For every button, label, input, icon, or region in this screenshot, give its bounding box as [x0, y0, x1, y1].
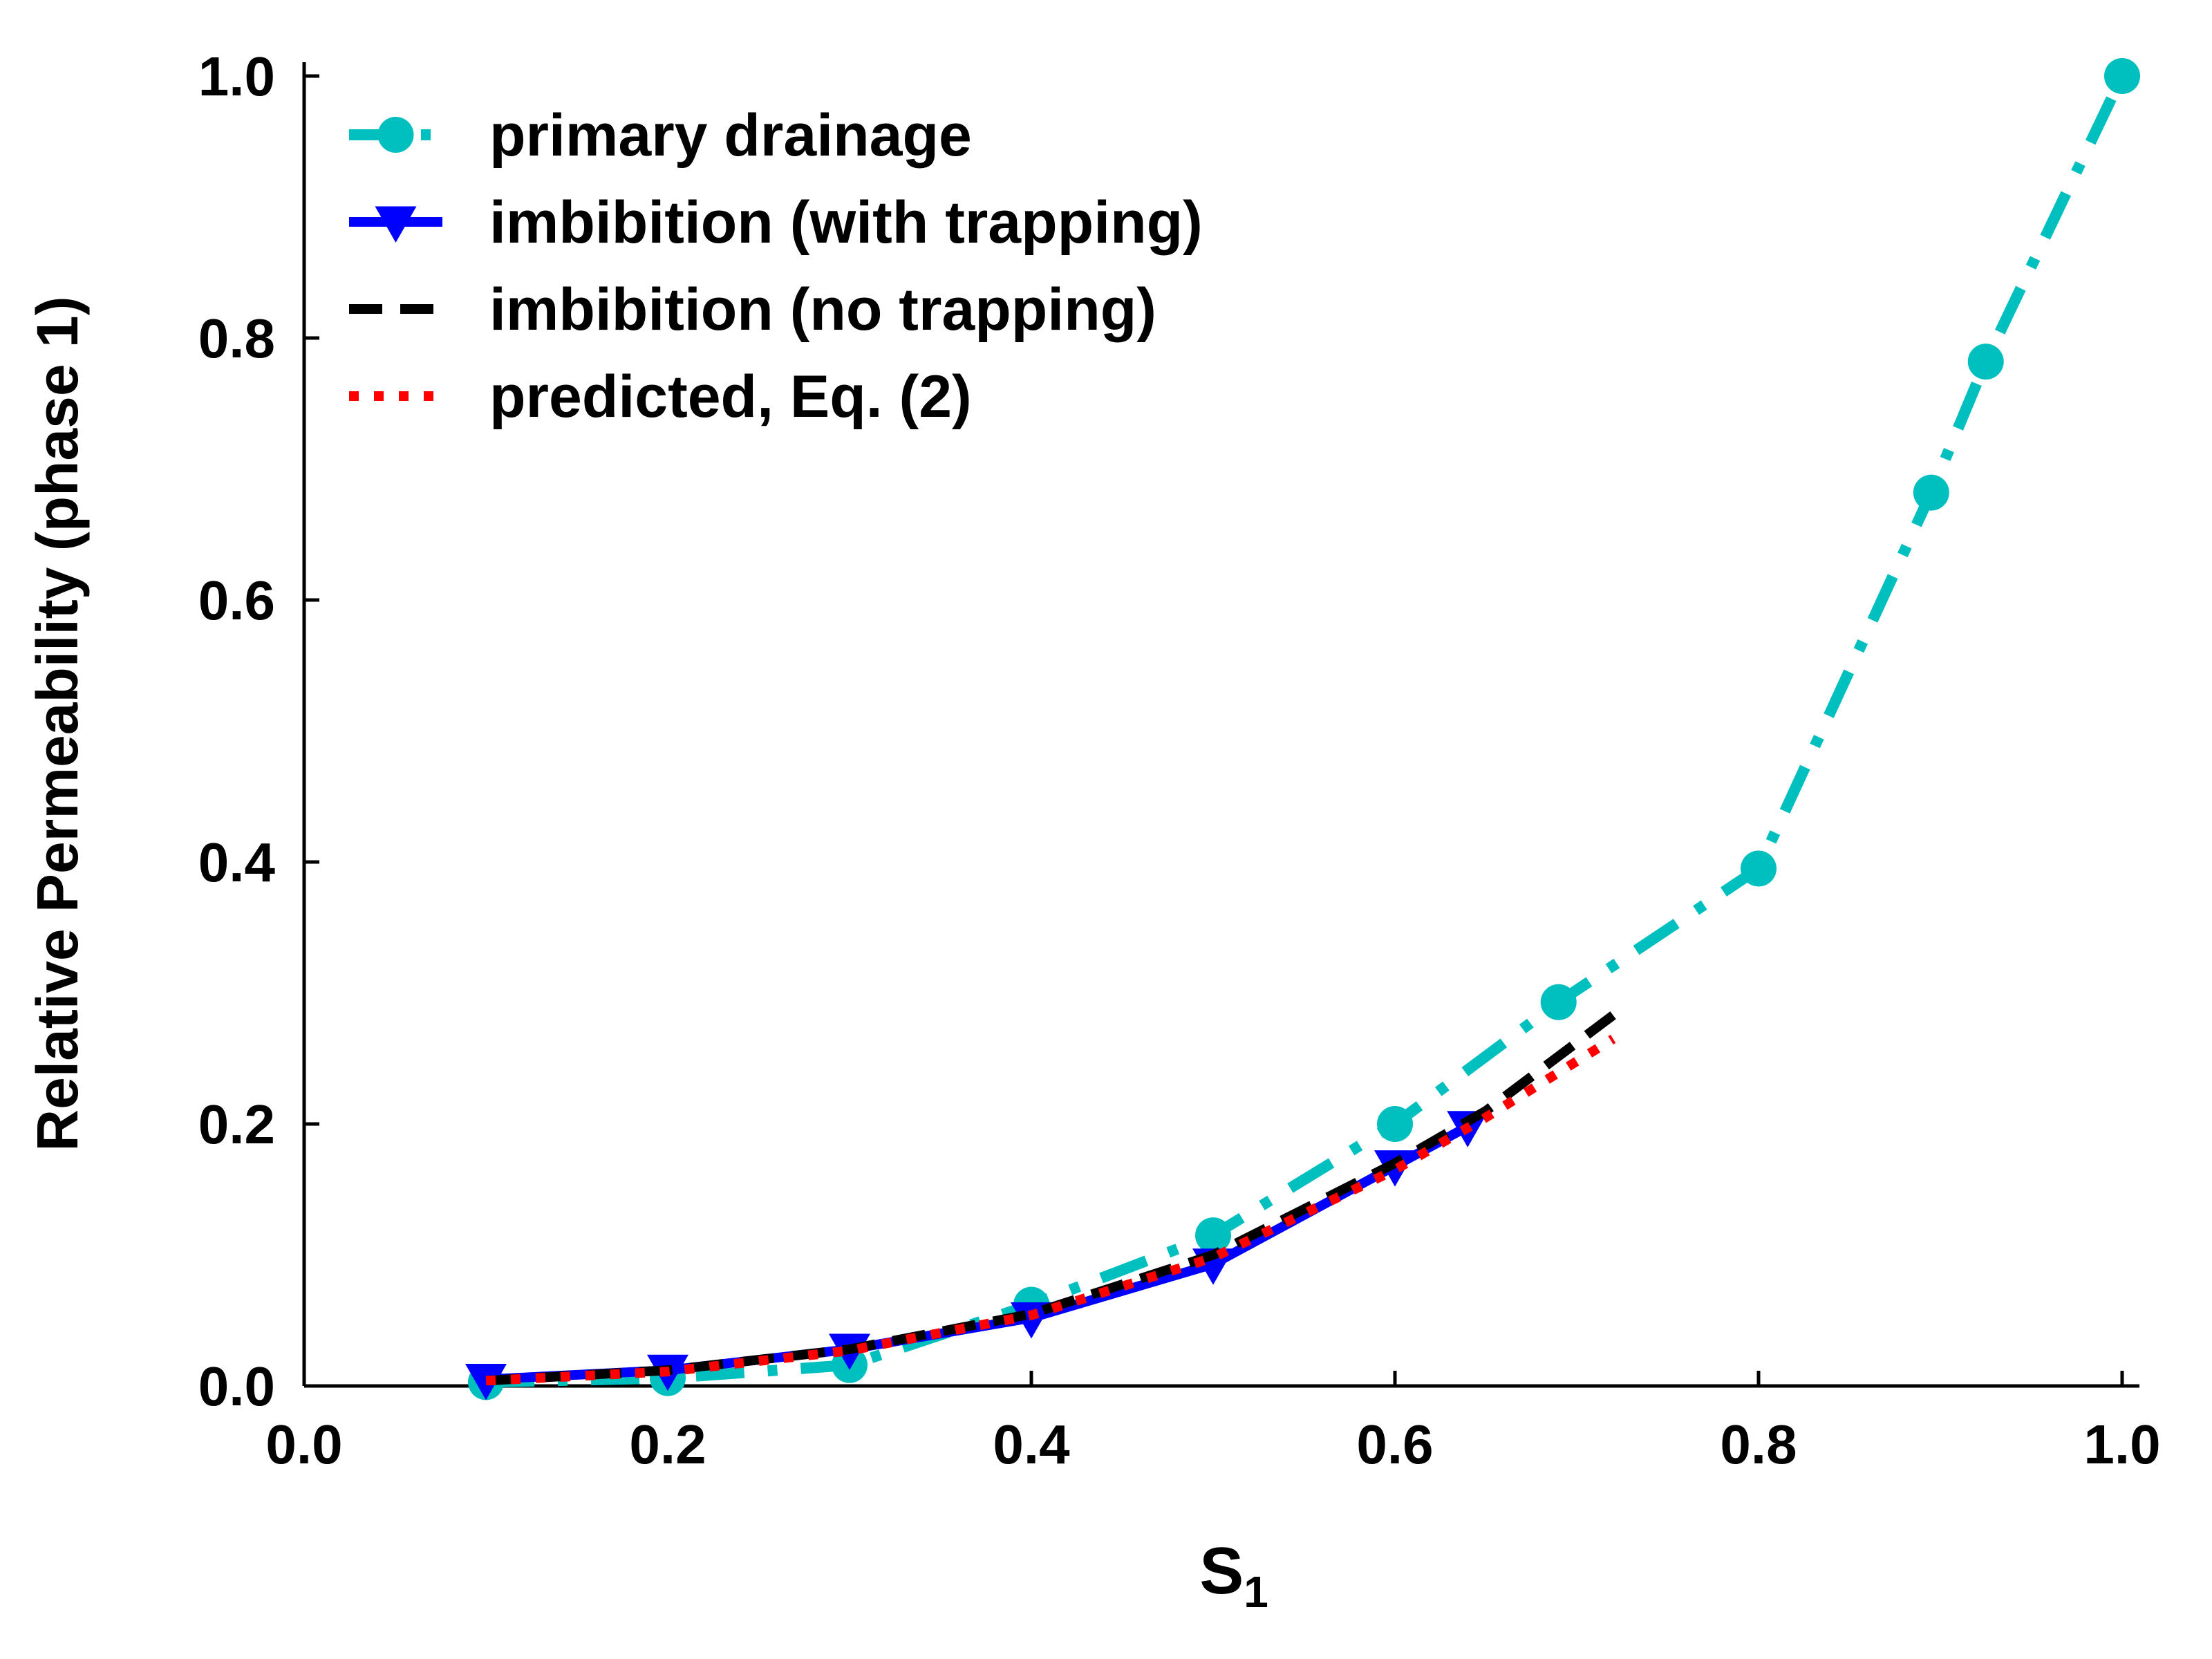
series-0 — [468, 58, 2140, 1400]
x-axis-title-subscript: 1 — [1244, 1567, 1268, 1617]
x-tick-label: 0.8 — [1720, 1414, 1797, 1475]
legend-marker — [375, 206, 417, 243]
ticks: 0.0 0.2 0.4 0.6 0.8 1.0 0.0 0.2 0.4 0.6 0.8 1.0 — [198, 46, 2161, 1475]
legend-label: primary drainage — [489, 102, 972, 169]
legend-entry-2: imbibition (no trapping) — [349, 276, 1156, 343]
data-point — [1967, 344, 2004, 380]
legend-label: predicted, Eq. (2) — [489, 364, 972, 430]
axes — [302, 62, 2139, 1388]
data-point — [1540, 984, 1577, 1020]
x-tick-label: 1.0 — [2083, 1414, 2160, 1475]
legend-entry-3: predicted, Eq. (2) — [349, 364, 972, 430]
y-tick-label: 1.0 — [198, 46, 275, 107]
data-point — [1377, 1106, 1413, 1142]
x-tick-label: 0.0 — [265, 1414, 342, 1475]
y-tick-label: 0.0 — [198, 1356, 275, 1417]
x-tick-label: 0.4 — [993, 1414, 1070, 1475]
data-point — [2104, 58, 2140, 94]
series-1 — [465, 1111, 1489, 1400]
x-tick-label: 0.6 — [1356, 1414, 1433, 1475]
series-line — [485, 1011, 1616, 1386]
legend-entry-1: imbibition (with trapping) — [349, 189, 1203, 256]
legend-marker — [377, 117, 414, 153]
series-line — [485, 73, 2128, 1388]
series-layer — [465, 58, 2140, 1400]
x-tick-label: 0.2 — [629, 1414, 706, 1475]
x-axis-title: S1 — [1199, 1534, 1268, 1617]
y-tick-label: 0.4 — [198, 832, 276, 893]
data-point — [465, 1364, 507, 1400]
y-tick-label: 0.6 — [198, 570, 275, 631]
y-tick-label: 0.8 — [198, 308, 275, 369]
legend-entry-0: primary drainage — [349, 102, 972, 169]
data-point — [1195, 1217, 1231, 1254]
y-tick-label: 0.2 — [198, 1094, 275, 1155]
series-2 — [485, 1011, 1616, 1386]
legend: primary drainage imbibition (with trappin… — [349, 102, 1203, 430]
data-point — [1741, 850, 1777, 887]
y-axis-title: Relative Permeability (phase 1) — [25, 296, 90, 1151]
legend-label: imbibition (with trapping) — [489, 189, 1203, 256]
x-axis-title-main: S — [1199, 1534, 1244, 1608]
legend-label: imbibition (no trapping) — [489, 276, 1156, 343]
data-point — [1913, 474, 1949, 511]
